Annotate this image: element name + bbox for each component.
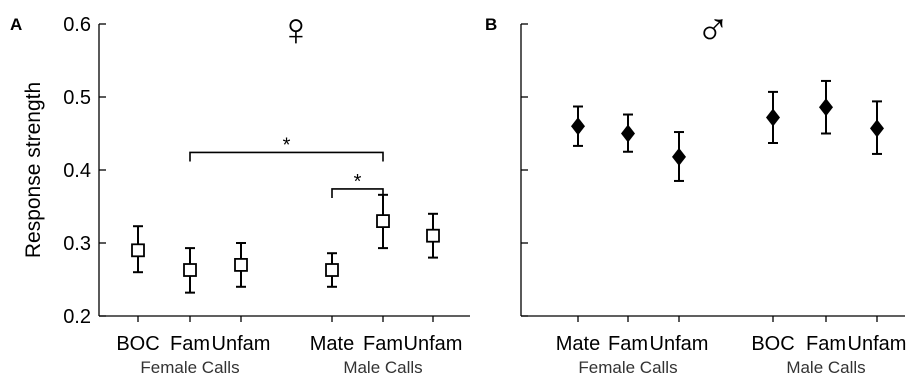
y-tick-label: 0.2	[63, 306, 91, 328]
category-label: BOC	[751, 333, 794, 355]
category-label: Fam	[363, 333, 403, 355]
data-point-square	[325, 263, 339, 277]
category-label: Unfam	[404, 333, 463, 355]
group-label: Female Calls	[140, 358, 239, 377]
data-point-diamond	[672, 147, 686, 166]
group-label: Male Calls	[343, 358, 422, 377]
category-label: Mate	[556, 333, 600, 355]
data-point-square	[131, 243, 145, 258]
data-point-square	[183, 263, 197, 277]
panel-letter: A	[10, 15, 22, 34]
significance-star: *	[283, 134, 291, 156]
panel-letter: B	[485, 15, 497, 34]
category-label: Fam	[170, 333, 210, 355]
data-point-diamond	[621, 124, 635, 143]
y-tick-label: 0.5	[63, 87, 91, 109]
y-axis-label: Response strength	[22, 82, 45, 258]
data-point-diamond	[766, 108, 780, 127]
significance-star: *	[354, 171, 362, 193]
y-tick-label: 0.4	[63, 160, 91, 182]
significance-bracket	[189, 151, 384, 162]
category-label: Mate	[310, 333, 354, 355]
category-label: Fam	[806, 333, 846, 355]
significance-bracket	[331, 188, 384, 198]
data-point-square	[376, 214, 390, 229]
y-tick-label: 0.6	[63, 14, 91, 36]
data-point-diamond	[819, 98, 833, 117]
group-label: Male Calls	[786, 358, 865, 377]
category-label: BOC	[116, 333, 159, 355]
category-label: Unfam	[212, 333, 271, 355]
male-symbol-icon: ♂	[696, 3, 731, 55]
data-point-square	[234, 257, 248, 272]
data-point-diamond	[571, 117, 585, 136]
group-label: Female Calls	[578, 358, 677, 377]
data-point-square	[426, 228, 440, 243]
category-label: Fam	[608, 333, 648, 355]
y-tick-label: 0.3	[63, 233, 91, 255]
category-label: Unfam	[848, 333, 907, 355]
female-symbol-icon: ♀	[279, 3, 314, 55]
category-label: Unfam	[650, 333, 709, 355]
data-point-diamond	[870, 119, 884, 138]
